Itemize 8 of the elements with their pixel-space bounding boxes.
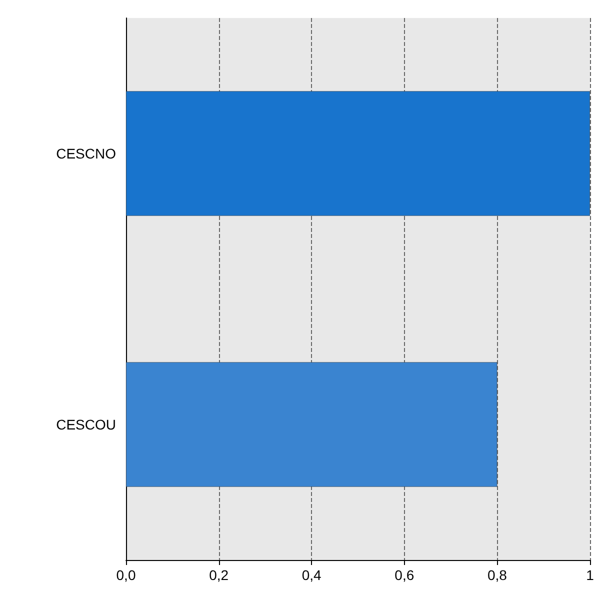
- x-tick-label: 0,8: [487, 567, 508, 583]
- x-tick-label: 0,4: [302, 567, 322, 583]
- x-tick-label: 0,6: [394, 567, 414, 583]
- x-tick-label: 1: [586, 567, 594, 583]
- y-tick-label: CESCNO: [56, 146, 116, 162]
- y-tick-label: CESCOU: [56, 416, 116, 432]
- x-tick-label: 0,0: [116, 567, 136, 583]
- x-tick-label: 0,2: [209, 567, 229, 583]
